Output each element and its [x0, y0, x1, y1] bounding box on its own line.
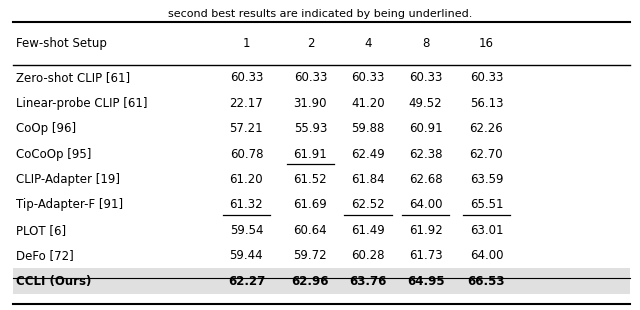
Text: 64.95: 64.95	[407, 275, 444, 288]
Text: second best results are indicated by being underlined.: second best results are indicated by bei…	[168, 9, 472, 19]
Text: 61.32: 61.32	[230, 198, 263, 211]
Text: Few-shot Setup: Few-shot Setup	[16, 37, 107, 50]
Text: 60.33: 60.33	[230, 71, 263, 84]
Text: 41.20: 41.20	[351, 97, 385, 110]
Text: CCLI (Ours): CCLI (Ours)	[16, 275, 92, 288]
Text: 63.01: 63.01	[470, 224, 503, 237]
Text: 61.73: 61.73	[409, 249, 442, 262]
Text: 62.27: 62.27	[228, 275, 265, 288]
Text: 62.68: 62.68	[409, 173, 442, 186]
Text: 59.44: 59.44	[230, 249, 263, 262]
Text: 59.72: 59.72	[294, 249, 327, 262]
Text: 61.91: 61.91	[294, 148, 327, 161]
Text: 60.33: 60.33	[470, 71, 503, 84]
Text: 63.76: 63.76	[349, 275, 387, 288]
Text: 60.33: 60.33	[351, 71, 385, 84]
Text: 22.17: 22.17	[230, 97, 263, 110]
Text: 61.92: 61.92	[409, 224, 442, 237]
Text: 63.59: 63.59	[470, 173, 503, 186]
Text: DeFo [72]: DeFo [72]	[16, 249, 74, 262]
Text: 65.51: 65.51	[470, 198, 503, 211]
Text: 16: 16	[479, 37, 494, 50]
Text: 1: 1	[243, 37, 250, 50]
FancyBboxPatch shape	[13, 268, 630, 294]
Text: Linear-probe CLIP [61]: Linear-probe CLIP [61]	[16, 97, 147, 110]
Text: 55.93: 55.93	[294, 122, 327, 135]
Text: 64.00: 64.00	[409, 198, 442, 211]
Text: 62.70: 62.70	[470, 148, 503, 161]
Text: 62.96: 62.96	[292, 275, 329, 288]
Text: 60.64: 60.64	[294, 224, 327, 237]
Text: 62.52: 62.52	[351, 198, 385, 211]
Text: 62.38: 62.38	[409, 148, 442, 161]
Text: 60.33: 60.33	[409, 71, 442, 84]
Text: 56.13: 56.13	[470, 97, 503, 110]
Text: 61.20: 61.20	[230, 173, 263, 186]
Text: 59.88: 59.88	[351, 122, 385, 135]
Text: 61.84: 61.84	[351, 173, 385, 186]
Text: 66.53: 66.53	[468, 275, 505, 288]
Text: 60.28: 60.28	[351, 249, 385, 262]
Text: 61.69: 61.69	[294, 198, 327, 211]
Text: 8: 8	[422, 37, 429, 50]
Text: 2: 2	[307, 37, 314, 50]
Text: Zero-shot CLIP [61]: Zero-shot CLIP [61]	[16, 71, 130, 84]
Text: 60.91: 60.91	[409, 122, 442, 135]
Text: 64.00: 64.00	[470, 249, 503, 262]
Text: Tip-Adapter-F [91]: Tip-Adapter-F [91]	[16, 198, 123, 211]
Text: CoOp [96]: CoOp [96]	[16, 122, 76, 135]
Text: 31.90: 31.90	[294, 97, 327, 110]
Text: CLIP-Adapter [19]: CLIP-Adapter [19]	[16, 173, 120, 186]
Text: 60.33: 60.33	[294, 71, 327, 84]
Text: 61.52: 61.52	[294, 173, 327, 186]
Text: 49.52: 49.52	[409, 97, 442, 110]
Text: 59.54: 59.54	[230, 224, 263, 237]
Text: 62.26: 62.26	[470, 122, 503, 135]
Text: CoCoOp [95]: CoCoOp [95]	[16, 148, 92, 161]
Text: 57.21: 57.21	[230, 122, 263, 135]
Text: 61.49: 61.49	[351, 224, 385, 237]
Text: 60.78: 60.78	[230, 148, 263, 161]
Text: PLOT [6]: PLOT [6]	[16, 224, 66, 237]
Text: 62.49: 62.49	[351, 148, 385, 161]
Text: 4: 4	[364, 37, 372, 50]
